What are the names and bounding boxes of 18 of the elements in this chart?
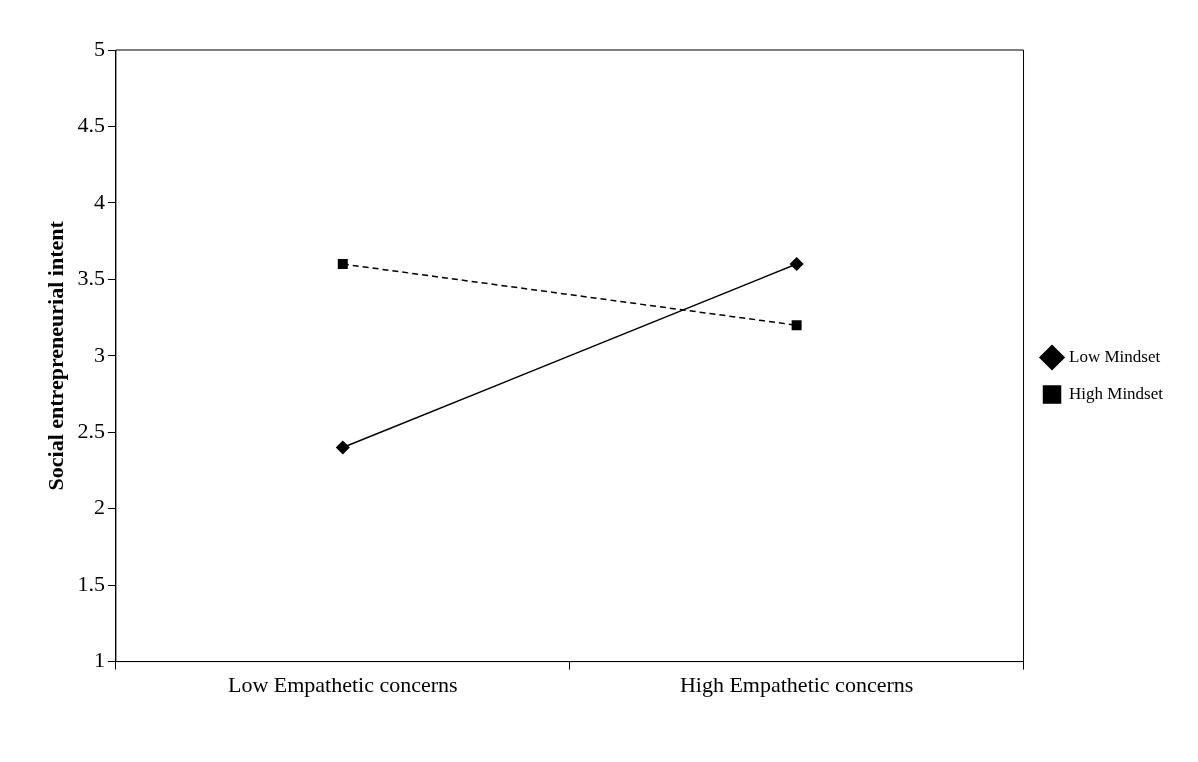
legend-label: Low Mindset xyxy=(1069,346,1161,366)
y-axis-title: Social entrepreneurial intent xyxy=(42,220,68,491)
point xyxy=(336,440,350,455)
y-tick-label: 3.5 xyxy=(77,265,105,291)
x-tick-label: High Empathetic concerns xyxy=(679,671,914,697)
y-tick-label: 4 xyxy=(93,188,105,214)
point xyxy=(789,257,804,271)
y-tick-label: 5 xyxy=(93,35,105,61)
legend-label: High Mindset xyxy=(1069,383,1164,403)
point xyxy=(337,259,348,270)
y-tick-label: 4.5 xyxy=(77,112,105,138)
point xyxy=(791,320,802,331)
y-tick-label: 1 xyxy=(93,647,105,673)
y-tick-label: 3 xyxy=(93,341,105,367)
y-tick-label: 2.5 xyxy=(77,418,105,444)
x-tick-label: Low Empathetic concerns xyxy=(227,671,458,697)
y-tick-label: 2 xyxy=(93,494,105,520)
y-tick-label: 1.5 xyxy=(77,570,105,596)
